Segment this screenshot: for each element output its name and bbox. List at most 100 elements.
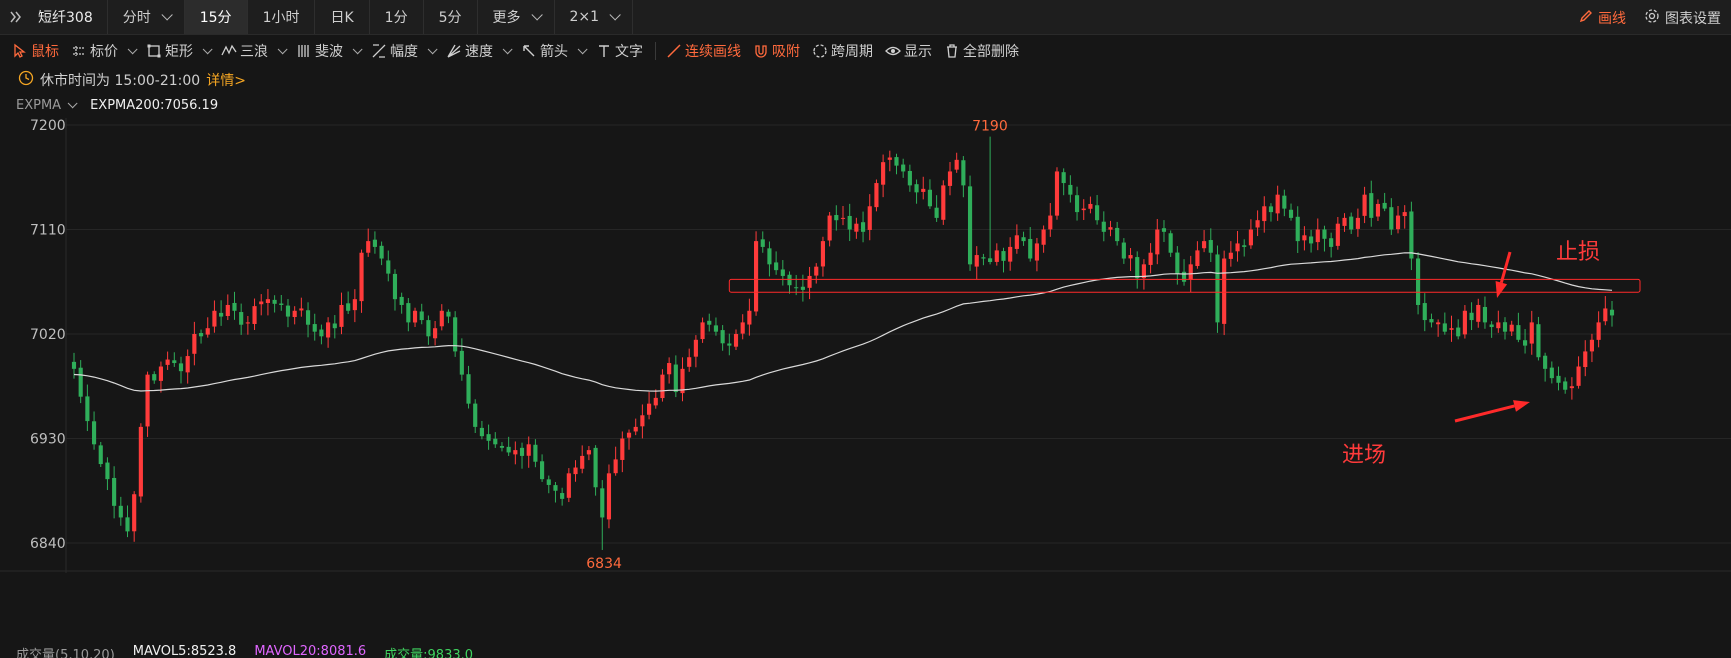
candle-body xyxy=(847,215,852,230)
tool-cursor[interactable]: 鼠标 xyxy=(12,41,59,61)
candle-body xyxy=(1181,271,1187,282)
chevron-down-icon xyxy=(609,9,621,21)
candle-body xyxy=(687,357,692,367)
period-tab[interactable]: 日K xyxy=(315,0,370,34)
candle-body xyxy=(807,275,812,288)
chart-settings-button[interactable]: 图表设置 xyxy=(1644,8,1721,28)
chevron-down-icon xyxy=(277,43,288,54)
volume-label[interactable]: 成交量(5,10,20) xyxy=(16,648,115,658)
tool-text[interactable]: 文字 xyxy=(596,41,643,61)
candle-body xyxy=(553,485,558,491)
candle-body xyxy=(1389,207,1394,230)
candle-body xyxy=(1456,327,1461,337)
period-tab[interactable]: 5分 xyxy=(424,0,478,34)
candle-body xyxy=(647,403,652,415)
candle-body xyxy=(774,262,779,271)
candle-body xyxy=(994,250,999,262)
trash-icon xyxy=(944,43,960,59)
zone-rectangle[interactable] xyxy=(728,278,1641,293)
expand-icon[interactable] xyxy=(0,0,32,34)
candle-body xyxy=(1609,309,1615,316)
candle-body xyxy=(1496,322,1501,329)
candle-body xyxy=(1335,223,1340,246)
period-tab[interactable]: 1小时 xyxy=(248,0,316,34)
candle-body xyxy=(499,445,505,448)
stop-loss-arrow[interactable] xyxy=(1495,251,1512,298)
candle-body xyxy=(1081,208,1086,211)
tool-fibonacci[interactable]: 斐波 xyxy=(296,41,363,61)
candle-body xyxy=(1509,324,1514,332)
notice-detail-link[interactable]: 详情> xyxy=(206,73,246,89)
candle-body xyxy=(780,269,785,276)
candle-body xyxy=(566,473,571,498)
candle-body xyxy=(1589,339,1595,352)
tool-magnet[interactable]: 吸附 xyxy=(753,41,800,61)
tool-arrow[interactable]: 箭头 xyxy=(521,41,588,61)
gear-icon xyxy=(1644,8,1660,28)
candle-body xyxy=(1268,206,1274,213)
candle-body xyxy=(366,241,371,253)
y-tick-label: 7020 xyxy=(30,327,66,343)
tool-range[interactable]: 幅度 xyxy=(371,41,438,61)
tool-trash[interactable]: 全部删除 xyxy=(944,41,1019,61)
candle-body xyxy=(814,266,819,276)
candle-body xyxy=(392,273,398,300)
candle-body xyxy=(1175,252,1180,274)
candle-body xyxy=(265,299,270,303)
chevron-down-icon xyxy=(502,43,513,54)
candle-body xyxy=(720,330,725,344)
tool-continuous-draw[interactable]: 连续画线 xyxy=(666,41,741,61)
tool-cross-period[interactable]: 跨周期 xyxy=(812,41,873,61)
tool-price-label[interactable]: 标价 xyxy=(71,41,138,61)
candle-body xyxy=(1569,386,1574,389)
candle-body xyxy=(914,184,919,193)
candle-body xyxy=(205,328,210,335)
eye-icon xyxy=(885,43,901,59)
candle-body xyxy=(332,323,337,329)
draw-button[interactable]: 画线 xyxy=(1579,8,1626,28)
tool-wave[interactable]: 三浪 xyxy=(221,41,288,61)
candle-body xyxy=(700,322,705,340)
period-tab[interactable]: 15分 xyxy=(184,0,248,34)
period-tab[interactable]: 更多 xyxy=(478,0,555,34)
stop-loss-arrow-shaft xyxy=(1499,251,1512,284)
chevron-down-icon xyxy=(161,9,173,21)
candle-body xyxy=(225,304,230,316)
tool-rectangle[interactable]: 矩形 xyxy=(146,41,213,61)
candle-body xyxy=(967,186,973,265)
tool-label: 箭头 xyxy=(540,44,568,60)
tool-eye[interactable]: 显示 xyxy=(885,41,932,61)
candle-body xyxy=(660,374,665,399)
candle-body xyxy=(1422,303,1427,321)
candle-body xyxy=(1141,264,1146,279)
candle-body xyxy=(285,305,291,317)
candle-body xyxy=(867,206,872,230)
candle-body xyxy=(433,328,438,339)
tool-label: 幅度 xyxy=(390,44,418,60)
candle-body xyxy=(560,493,565,499)
candles xyxy=(71,136,1615,550)
settings-label: 图表设置 xyxy=(1665,10,1721,27)
candle-body xyxy=(1402,212,1407,217)
symbol-name[interactable]: 短纤308 xyxy=(32,0,108,34)
candle-body xyxy=(1449,328,1454,330)
candle-body xyxy=(901,164,906,172)
candle-body xyxy=(1382,202,1387,209)
candle-body xyxy=(794,287,799,289)
chevron-down-icon xyxy=(352,43,363,54)
period-tab[interactable]: 分时 xyxy=(108,0,185,34)
candle-body xyxy=(1355,217,1360,229)
magnet-icon xyxy=(753,43,769,59)
indicator-selector[interactable]: EXPMA xyxy=(16,98,78,113)
period-tab[interactable]: 1分 xyxy=(370,0,424,34)
tool-speed[interactable]: 速度 xyxy=(446,41,513,61)
entry-arrow-shaft xyxy=(1454,404,1515,423)
volume-legend: 成交量(5,10,20) MAVOL5:8523.8 MAVOL20:8081.… xyxy=(16,644,473,658)
entry-arrow[interactable] xyxy=(1454,400,1530,423)
period-tab[interactable]: 2×1 xyxy=(555,0,634,34)
candle-body xyxy=(907,170,912,186)
candle-body xyxy=(1436,322,1441,325)
candle-body xyxy=(1462,310,1467,335)
candle-body xyxy=(927,189,933,207)
